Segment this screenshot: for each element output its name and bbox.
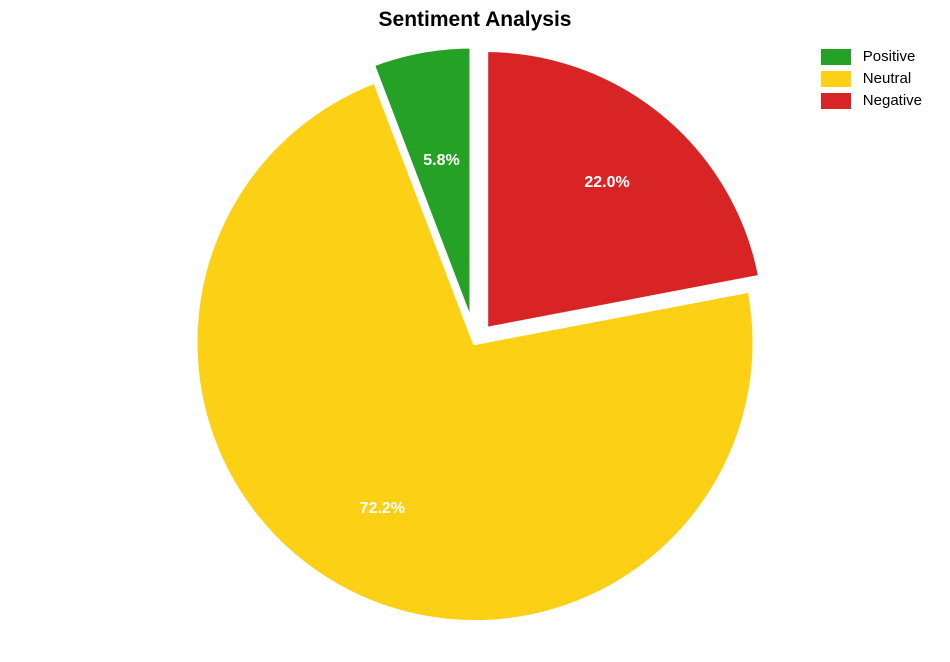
chart-legend: Positive Neutral Negative xyxy=(821,48,922,114)
legend-item-positive: Positive xyxy=(821,48,922,65)
pie-slice-label-neutral: 72.2% xyxy=(360,500,405,517)
pie-chart: 22.0% 72.2% 5.8% xyxy=(175,43,775,648)
legend-swatch-negative xyxy=(821,93,851,109)
legend-item-neutral: Neutral xyxy=(821,70,922,87)
legend-swatch-neutral xyxy=(821,71,851,87)
pie-slice-label-negative: 22.0% xyxy=(584,174,629,191)
pie-slice-label-positive: 5.8% xyxy=(423,152,459,169)
legend-swatch-positive xyxy=(821,49,851,65)
legend-label-positive: Positive xyxy=(863,48,916,65)
chart-title: Sentiment Analysis xyxy=(0,0,950,32)
legend-label-neutral: Neutral xyxy=(863,70,911,87)
legend-label-negative: Negative xyxy=(863,92,922,109)
legend-item-negative: Negative xyxy=(821,92,922,109)
